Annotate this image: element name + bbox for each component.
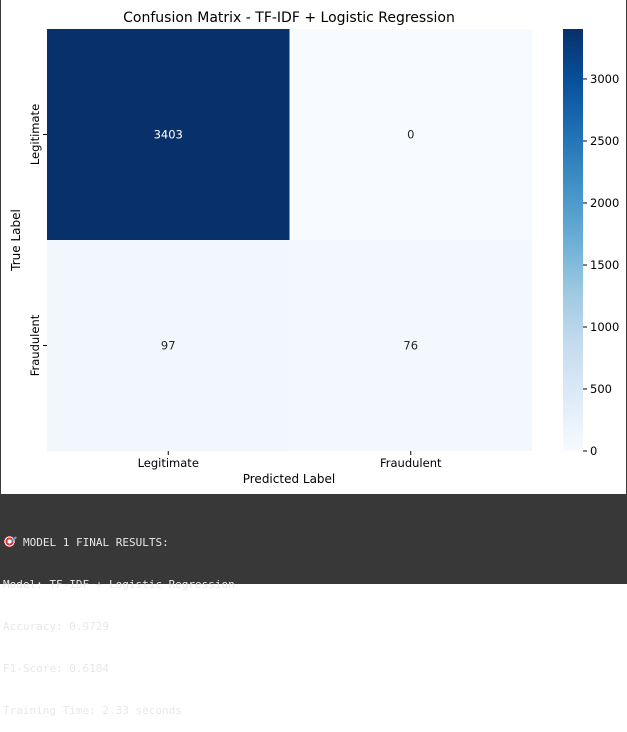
colorbar — [563, 29, 583, 451]
output-line-f1: F1-Score: 0.6104 — [3, 662, 109, 675]
x-tick-label: Fraudulent — [380, 456, 442, 470]
colorbar-tick-label: 500 — [590, 382, 612, 396]
colorbar-tick-label: 2500 — [590, 134, 619, 148]
y-tick-label: Fraudulent — [28, 314, 42, 376]
chart-title: Confusion Matrix - TF-IDF + Logistic Reg… — [123, 10, 455, 26]
output-heading-line: MODEL 1 FINAL RESULTS: — [3, 536, 627, 550]
y-tick-label: Legitimate — [28, 104, 42, 165]
dart-icon — [4, 536, 15, 547]
heatmap-cells: 3403 0 97 76 — [47, 29, 532, 451]
heatmap-cell — [47, 29, 290, 240]
cell-value-label: 97 — [161, 339, 176, 353]
colorbar-tick-label: 3000 — [590, 72, 619, 86]
colorbar-tick-label: 0 — [590, 444, 597, 458]
cell-value-label: 0 — [407, 128, 414, 142]
confusion-matrix-chart: Confusion Matrix - TF-IDF + Logistic Reg… — [9, 10, 619, 486]
x-axis-ticks: Legitimate Fraudulent — [138, 451, 442, 470]
heatmap-cell — [289, 29, 532, 240]
y-axis-ticks: Legitimate Fraudulent — [28, 104, 47, 376]
x-axis-title: Predicted Label — [243, 472, 336, 486]
output-line-time: Training Time: 2.33 seconds — [3, 704, 182, 717]
cell-value-label: 3403 — [154, 128, 183, 142]
output-line-accuracy: Accuracy: 0.9729 — [3, 620, 109, 633]
figure-panel: Confusion Matrix - TF-IDF + Logistic Reg… — [0, 0, 627, 494]
cell-value-label: 76 — [403, 339, 418, 353]
x-tick-label: Legitimate — [138, 456, 199, 470]
output-panel: MODEL 1 FINAL RESULTS: Model: TF-IDF + L… — [0, 494, 627, 717]
heatmap-cell — [289, 240, 532, 451]
output-heading: MODEL 1 FINAL RESULTS: — [23, 536, 169, 549]
y-axis-title: True Label — [9, 209, 23, 272]
colorbar-ticks: 0 500 1000 1500 2000 2500 3000 — [583, 72, 619, 458]
heatmap-cell — [47, 240, 290, 451]
colorbar-tick-label: 1500 — [590, 258, 619, 272]
colorbar-tick-label: 1000 — [590, 320, 619, 334]
output-line-model: Model: TF-IDF + Logistic Regression — [3, 578, 235, 591]
colorbar-tick-label: 2000 — [590, 196, 619, 210]
